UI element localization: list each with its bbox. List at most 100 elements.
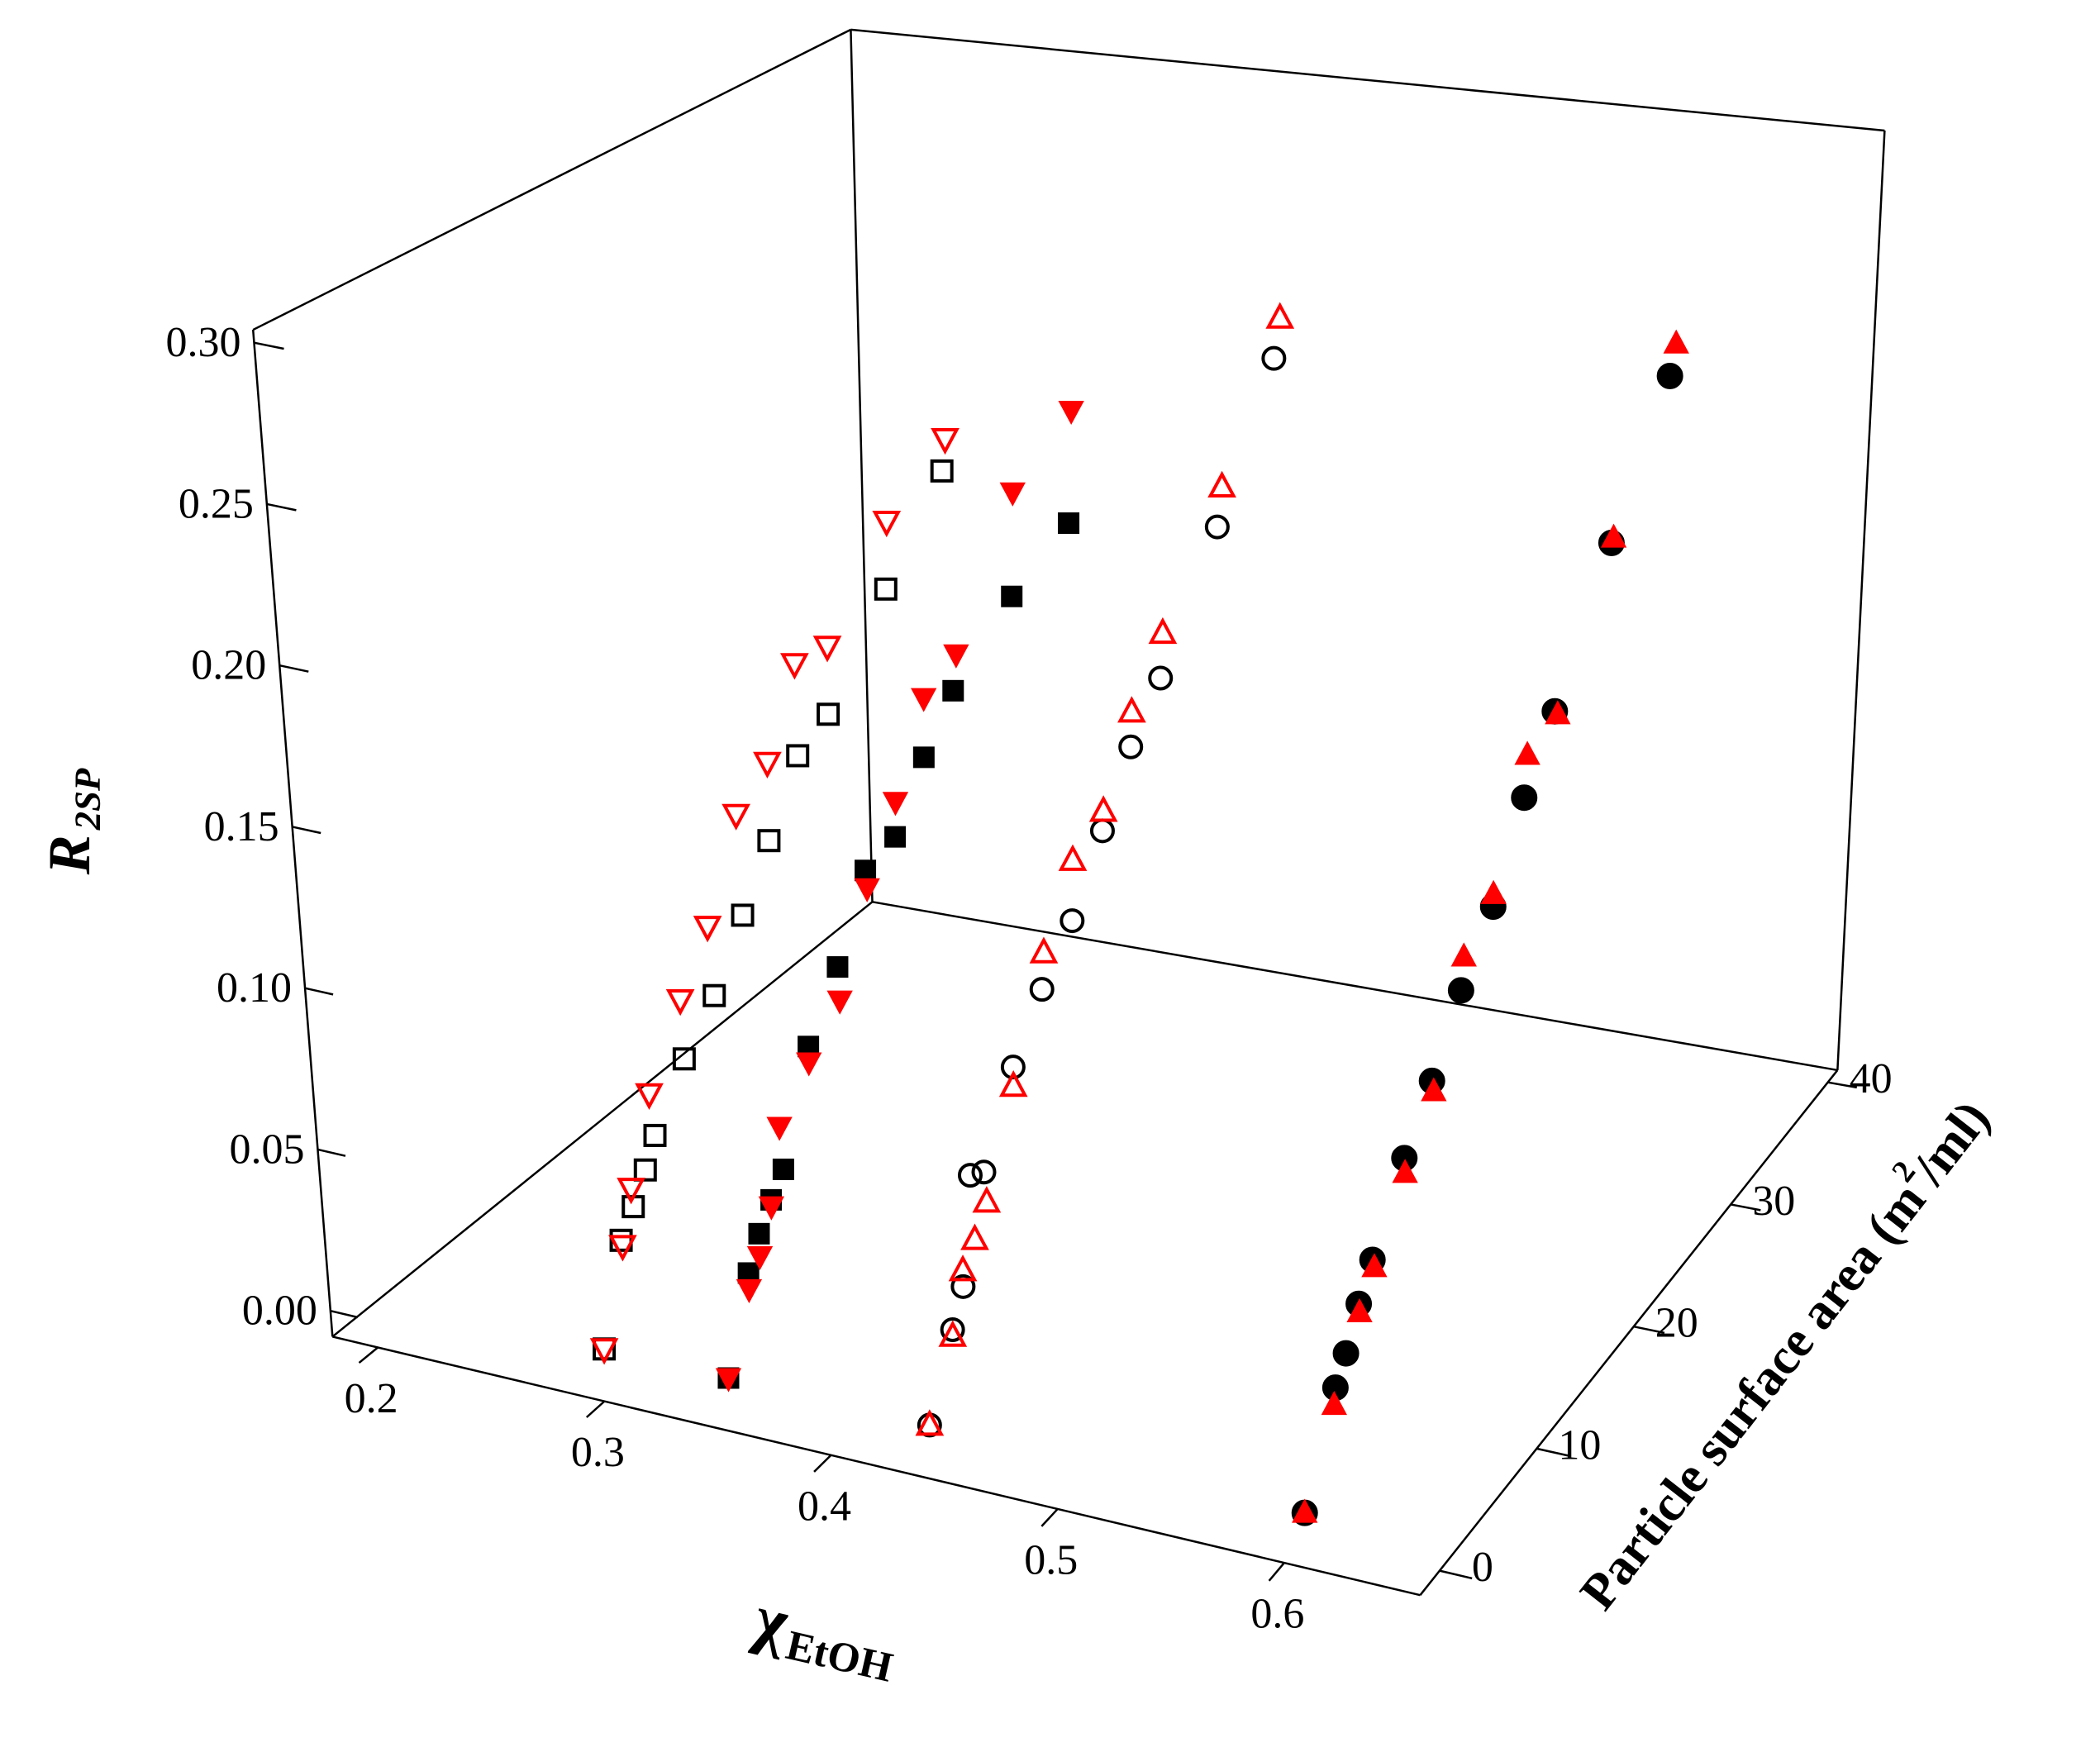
point	[1000, 1055, 1026, 1080]
point	[1332, 1340, 1360, 1367]
x-tick-label: 0.6	[1250, 1591, 1304, 1638]
point	[910, 688, 937, 712]
point	[872, 510, 902, 538]
point	[1421, 1077, 1447, 1102]
point	[1511, 784, 1538, 812]
point	[1117, 696, 1146, 723]
point	[1148, 665, 1174, 691]
point	[912, 746, 935, 769]
point	[736, 1278, 763, 1303]
point	[1001, 585, 1023, 607]
z-tick	[304, 987, 334, 996]
z-axis-title-sub: 2SP	[67, 768, 108, 831]
point	[758, 1196, 785, 1221]
point	[635, 1083, 664, 1110]
point	[633, 1158, 657, 1182]
point	[643, 1123, 667, 1147]
x-tick	[1268, 1562, 1285, 1582]
z-tick	[292, 826, 321, 835]
box-edge	[850, 29, 874, 902]
point	[948, 1254, 978, 1282]
point	[960, 1223, 989, 1250]
point	[1600, 523, 1627, 548]
point	[950, 1274, 976, 1299]
point	[1204, 514, 1230, 540]
point	[786, 744, 810, 768]
point	[826, 990, 853, 1015]
point	[931, 428, 960, 455]
point	[715, 1368, 742, 1393]
point	[748, 1222, 770, 1245]
x-tick-label: 0.2	[345, 1375, 398, 1422]
point	[796, 1052, 822, 1077]
point	[884, 826, 907, 848]
x-tick	[813, 1454, 832, 1473]
y-tick	[1730, 1203, 1761, 1212]
point	[753, 751, 782, 778]
point	[617, 1178, 645, 1205]
point	[1514, 740, 1540, 765]
point	[1480, 879, 1507, 904]
point	[930, 459, 954, 483]
point	[938, 1320, 968, 1347]
point	[665, 989, 695, 1016]
x-tick	[1040, 1508, 1059, 1527]
point	[1265, 302, 1295, 329]
point	[1392, 1159, 1418, 1183]
z-tick-label: 0.10	[217, 964, 292, 1012]
x-tick	[358, 1346, 379, 1364]
point	[780, 653, 809, 680]
x-tick-label: 0.4	[798, 1483, 851, 1530]
point	[874, 577, 898, 601]
z-tick	[317, 1148, 346, 1157]
y-tick	[1536, 1447, 1569, 1457]
point	[757, 829, 781, 853]
box-edge	[1836, 130, 1886, 1070]
z-tick-label: 0.15	[204, 803, 279, 850]
z-axis-title: R2SP	[36, 768, 108, 875]
point	[812, 636, 842, 663]
point	[1663, 329, 1689, 354]
y-tick-label: 20	[1655, 1300, 1698, 1347]
point	[1060, 908, 1085, 934]
point	[998, 1070, 1028, 1097]
z-tick-label: 0.25	[179, 480, 254, 527]
point	[999, 482, 1026, 507]
point	[940, 1316, 965, 1342]
z-tick	[330, 1309, 359, 1319]
z-axis-title-main: R	[36, 835, 102, 875]
point	[817, 702, 840, 726]
point	[854, 878, 880, 902]
point	[746, 1245, 774, 1271]
point	[1029, 936, 1059, 964]
y-tick-label: 0	[1472, 1544, 1493, 1591]
point	[943, 644, 969, 669]
point	[1450, 942, 1477, 967]
point	[721, 803, 751, 831]
point	[693, 916, 722, 943]
box-edge	[850, 28, 1885, 132]
point	[1545, 700, 1571, 725]
point	[1058, 400, 1084, 426]
point	[1447, 977, 1474, 1004]
z-tick	[266, 502, 297, 512]
x-tick	[585, 1400, 606, 1418]
point	[855, 859, 877, 882]
box-edge	[251, 329, 334, 1337]
y-tick-label: 10	[1558, 1421, 1601, 1469]
point	[915, 1409, 945, 1436]
point	[1261, 345, 1287, 371]
point	[672, 1047, 696, 1071]
y-tick	[1633, 1325, 1665, 1335]
box-edge	[332, 1335, 1421, 1597]
box-edge	[872, 901, 1838, 1072]
z-tick-label: 0.05	[229, 1126, 304, 1173]
point	[882, 792, 909, 816]
point	[1656, 362, 1683, 389]
point	[971, 1159, 997, 1185]
z-tick-label: 0.00	[242, 1288, 317, 1335]
point	[766, 1116, 793, 1141]
